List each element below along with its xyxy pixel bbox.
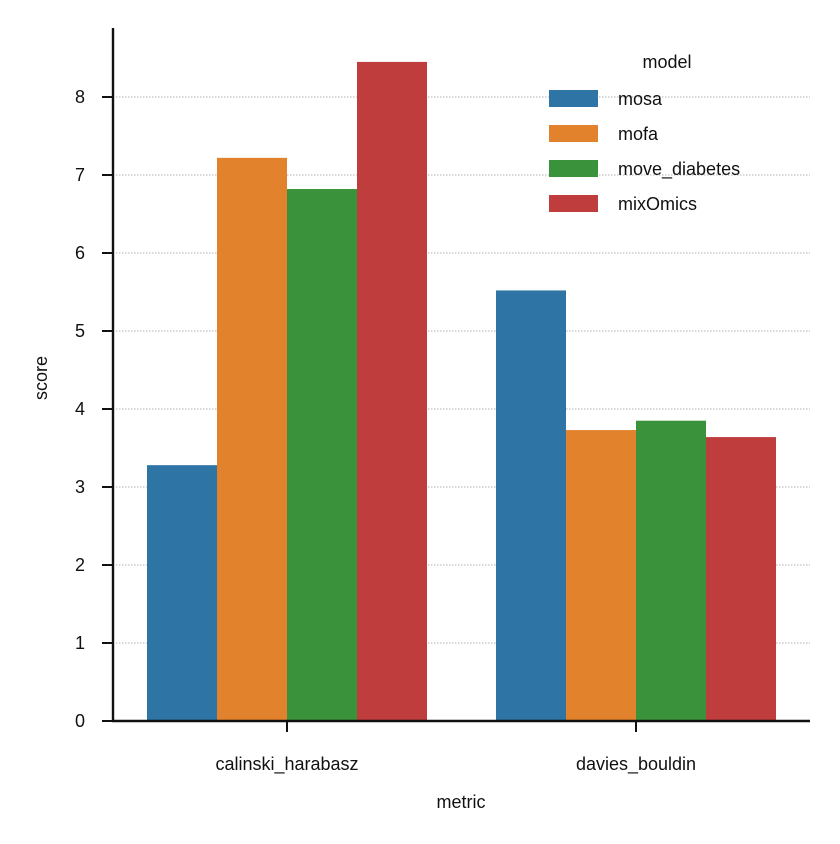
legend-title: model	[642, 52, 691, 72]
legend-swatch-mosa	[549, 90, 598, 107]
legend-swatch-move_diabetes	[549, 160, 598, 177]
x-axis-ticks: calinski_harabasz davies_bouldin	[215, 721, 696, 775]
bar-mixOmics-davies_bouldin	[706, 437, 776, 721]
bar-mofa-calinski_harabasz	[217, 157, 287, 722]
y-tick-label: 5	[75, 321, 85, 341]
legend-swatch-mixOmics	[549, 195, 598, 212]
y-tick-label: 7	[75, 165, 85, 185]
bar-mixOmics-calinski_harabasz	[357, 61, 427, 721]
legend-label-move_diabetes: move_diabetes	[618, 159, 740, 180]
y-tick-label: 6	[75, 243, 85, 263]
x-tick-label: calinski_harabasz	[215, 754, 358, 775]
bar-mofa-davies_bouldin	[566, 430, 636, 721]
bar-mosa-calinski_harabasz	[147, 465, 217, 721]
axes	[111, 28, 810, 723]
bar-move_diabetes-davies_bouldin	[636, 420, 706, 721]
y-tick-label: 8	[75, 87, 85, 107]
x-tick-label: davies_bouldin	[576, 754, 696, 775]
bars	[147, 61, 776, 722]
legend-swatch-mofa	[549, 125, 598, 142]
legend: model mosa mofa move_diabetes mixOmics	[549, 52, 740, 214]
legend-label-mofa: mofa	[618, 124, 659, 144]
y-tick-label: 1	[75, 633, 85, 653]
y-tick-label: 2	[75, 555, 85, 575]
y-tick-label: 0	[75, 711, 85, 731]
gridlines	[113, 96, 810, 644]
y-tick-label: 3	[75, 477, 85, 497]
legend-label-mixOmics: mixOmics	[618, 194, 697, 214]
legend-label-mosa: mosa	[618, 89, 663, 109]
x-axis-title: metric	[437, 792, 486, 812]
y-axis-title: score	[31, 356, 51, 400]
y-tick-label: 4	[75, 399, 85, 419]
bar-mosa-davies_bouldin	[496, 290, 566, 721]
bar-move_diabetes-calinski_harabasz	[287, 189, 357, 722]
y-axis-ticks: 0 1 2 3 4 5 6 7 8	[75, 87, 113, 731]
